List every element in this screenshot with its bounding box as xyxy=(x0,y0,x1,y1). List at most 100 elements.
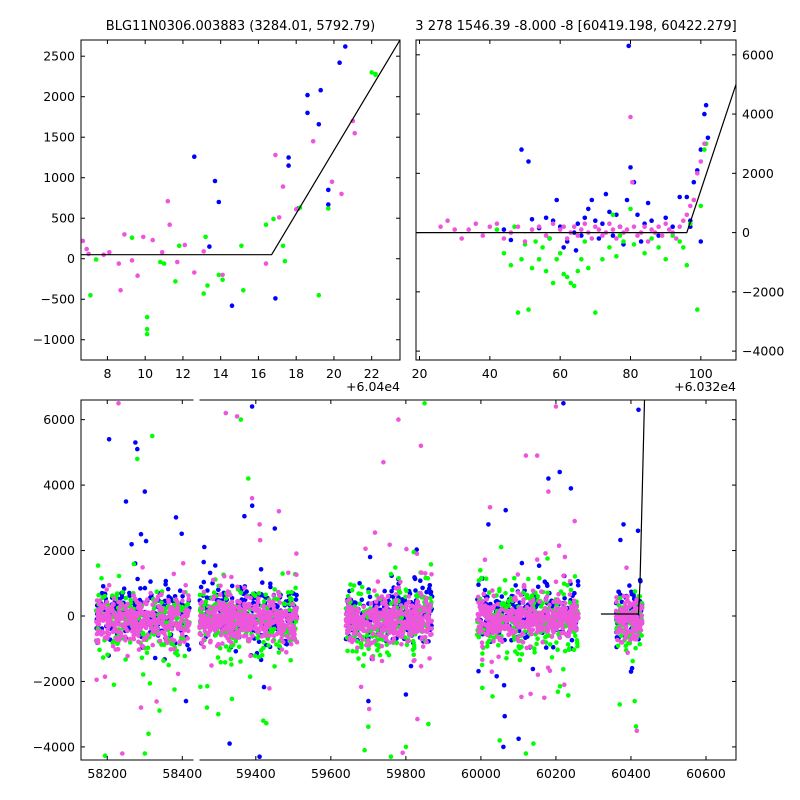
data-point xyxy=(539,589,544,594)
data-point xyxy=(229,574,234,580)
data-point xyxy=(624,565,629,570)
data-point xyxy=(354,649,359,654)
data-point xyxy=(150,642,155,648)
data-point xyxy=(495,627,500,632)
data-point xyxy=(466,227,472,232)
data-point xyxy=(139,655,145,661)
data-point xyxy=(494,221,500,226)
data-point xyxy=(366,698,371,704)
data-point xyxy=(415,716,420,722)
data-point xyxy=(239,626,245,632)
data-point xyxy=(535,672,541,678)
data-point xyxy=(593,218,598,223)
data-point xyxy=(111,596,117,601)
data-point xyxy=(426,721,431,727)
data-point xyxy=(548,607,553,613)
x-tick-label: 18 xyxy=(288,366,304,381)
data-point xyxy=(259,634,265,639)
data-point xyxy=(557,684,563,689)
data-point xyxy=(382,627,388,633)
data-point xyxy=(326,202,331,207)
data-point xyxy=(366,706,372,712)
data-point xyxy=(642,251,647,256)
data-point xyxy=(519,147,524,152)
data-point xyxy=(529,631,534,637)
data-point xyxy=(418,578,423,583)
data-point xyxy=(398,603,404,608)
data-point xyxy=(639,613,645,618)
data-point xyxy=(293,585,298,591)
data-point xyxy=(399,634,405,639)
data-point xyxy=(272,664,277,669)
data-point xyxy=(695,307,700,312)
data-point xyxy=(607,209,612,215)
data-point xyxy=(111,621,117,626)
data-point xyxy=(528,691,533,697)
data-point xyxy=(175,259,180,265)
y-tick-label: 2000 xyxy=(43,543,75,558)
data-point xyxy=(99,603,104,609)
data-point xyxy=(481,591,487,597)
data-point xyxy=(420,644,426,649)
x-tick-label: 59600 xyxy=(311,766,351,781)
data-point xyxy=(632,604,638,610)
data-point xyxy=(250,620,256,626)
data-point xyxy=(293,608,299,614)
data-point xyxy=(508,610,514,616)
data-point xyxy=(495,634,500,640)
data-point xyxy=(370,612,376,617)
data-point xyxy=(491,593,497,599)
data-point xyxy=(496,654,501,660)
data-point xyxy=(150,433,155,439)
data-point xyxy=(635,233,640,238)
data-point xyxy=(534,641,539,647)
data-point xyxy=(516,618,521,623)
data-point xyxy=(263,621,269,627)
data-point xyxy=(400,630,406,636)
data-point xyxy=(438,224,443,229)
data-point xyxy=(129,624,135,629)
data-point xyxy=(294,572,299,577)
data-point xyxy=(613,608,619,614)
data-point xyxy=(192,270,197,275)
data-point xyxy=(326,187,331,193)
data-point xyxy=(348,582,353,587)
data-point xyxy=(544,628,549,633)
data-point xyxy=(571,647,577,652)
data-point xyxy=(143,538,149,544)
data-point xyxy=(638,627,644,633)
data-point xyxy=(369,70,375,75)
data-point xyxy=(168,622,174,628)
data-point xyxy=(261,599,267,604)
data-point xyxy=(248,653,253,659)
data-point xyxy=(568,587,574,593)
data-point xyxy=(150,613,155,619)
data-point xyxy=(268,584,273,590)
chart-title: BLG11N0306.003883 (3284.01, 5792.79) xyxy=(106,19,375,34)
data-point xyxy=(366,646,371,652)
data-point xyxy=(151,618,157,623)
data-point xyxy=(255,596,261,601)
data-point xyxy=(428,595,433,601)
data-point xyxy=(238,659,243,664)
data-point xyxy=(104,587,109,592)
data-point xyxy=(557,635,563,640)
data-point xyxy=(230,616,235,621)
data-point xyxy=(201,644,207,650)
data-point xyxy=(547,642,553,647)
data-point xyxy=(635,615,640,620)
data-point xyxy=(586,206,591,212)
data-point xyxy=(274,631,280,637)
data-point xyxy=(408,610,414,616)
data-point xyxy=(573,248,579,253)
data-point xyxy=(519,620,525,625)
data-point xyxy=(201,249,206,254)
data-point xyxy=(280,571,285,576)
data-point xyxy=(516,736,521,742)
data-point xyxy=(345,628,350,633)
data-point xyxy=(281,627,287,633)
data-point xyxy=(475,594,481,600)
data-point xyxy=(423,571,428,576)
data-point xyxy=(345,608,350,613)
x-tick-label: 60000 xyxy=(461,766,501,781)
